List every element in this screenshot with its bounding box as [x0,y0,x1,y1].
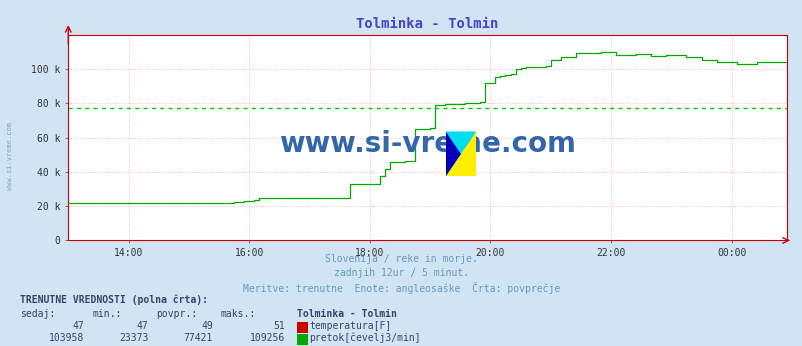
Text: 51: 51 [273,321,285,331]
Text: www.si-vreme.com: www.si-vreme.com [7,122,14,190]
Text: Meritve: trenutne  Enote: angleosaške  Črta: povprečje: Meritve: trenutne Enote: angleosaške Črt… [242,282,560,294]
Polygon shape [445,131,476,176]
Text: min.:: min.: [92,309,122,319]
Text: 103958: 103958 [49,333,84,343]
Text: 47: 47 [136,321,148,331]
Text: Tolminka - Tolmin: Tolminka - Tolmin [297,309,396,319]
Polygon shape [445,131,476,176]
Text: Slovenija / reke in morje.: Slovenija / reke in morje. [325,254,477,264]
Text: pretok[čevelj3/min]: pretok[čevelj3/min] [309,333,420,343]
Text: maks.:: maks.: [221,309,256,319]
Text: 77421: 77421 [183,333,213,343]
Text: temperatura[F]: temperatura[F] [309,321,391,331]
Text: 23373: 23373 [119,333,148,343]
Text: 109256: 109256 [249,333,285,343]
Polygon shape [445,131,460,176]
Text: 49: 49 [200,321,213,331]
Text: TRENUTNE VREDNOSTI (polna črta):: TRENUTNE VREDNOSTI (polna črta): [20,295,208,305]
Text: www.si-vreme.com: www.si-vreme.com [279,130,575,158]
Text: zadnjih 12ur / 5 minut.: zadnjih 12ur / 5 minut. [334,268,468,278]
Text: sedaj:: sedaj: [20,309,55,319]
Text: 47: 47 [72,321,84,331]
Text: povpr.:: povpr.: [156,309,197,319]
Title: Tolminka - Tolmin: Tolminka - Tolmin [356,17,498,31]
